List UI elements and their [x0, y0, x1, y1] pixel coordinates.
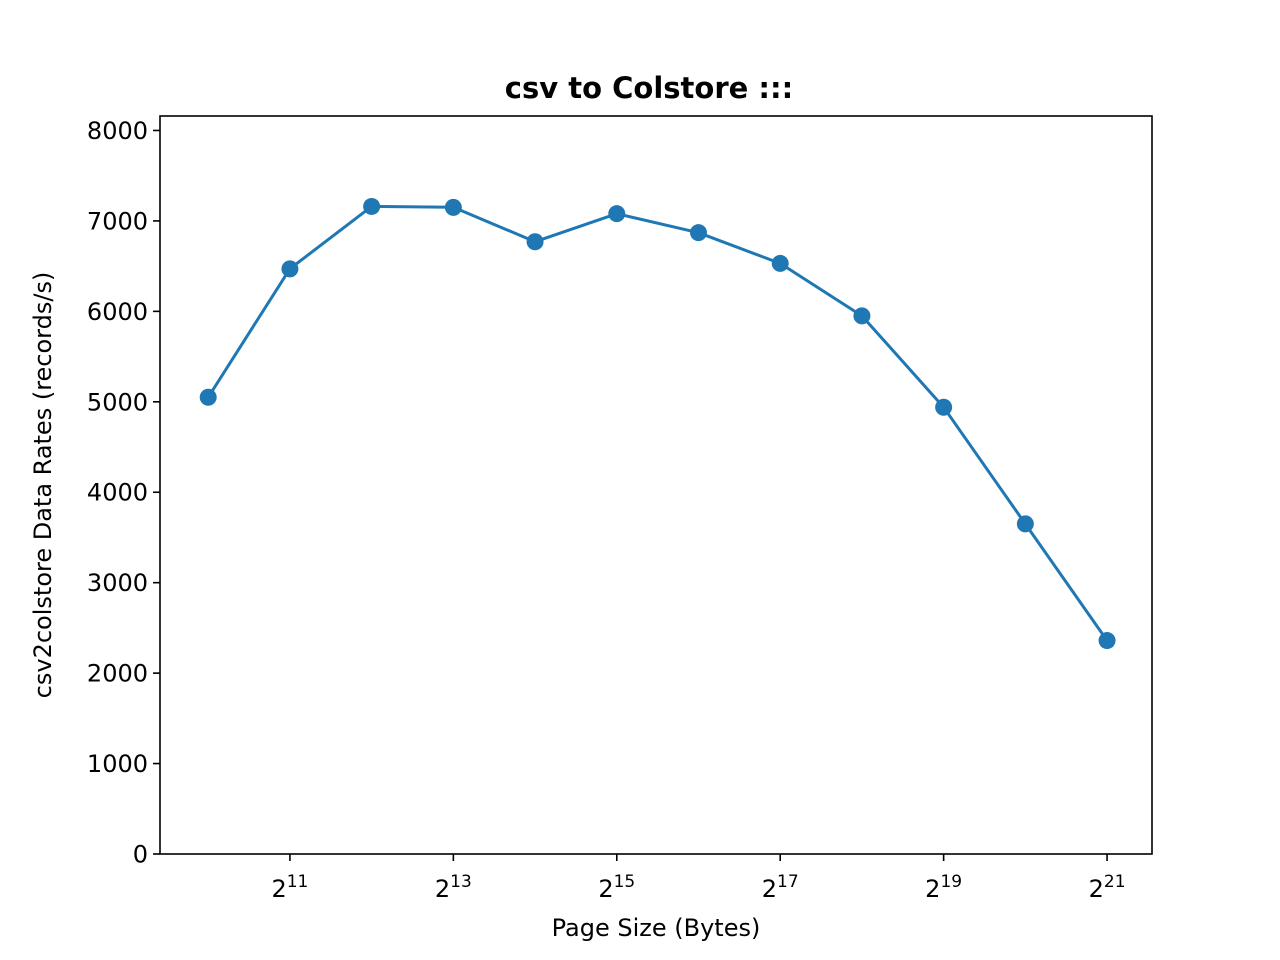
chart-title: csv to Colstore ::: — [505, 71, 793, 105]
y-tick-label: 4000 — [87, 479, 148, 507]
data-point — [526, 233, 544, 251]
data-point — [1098, 632, 1116, 650]
series-line — [206, 204, 1109, 643]
y-tick-label: 8000 — [87, 117, 148, 145]
y-tick-label: 7000 — [87, 207, 148, 235]
y-tick-label: 3000 — [87, 569, 148, 597]
y-tick-label: 0 — [133, 841, 148, 869]
x-tick-label: 219 — [925, 872, 962, 903]
x-tick-label: 217 — [762, 872, 799, 903]
x-tick-label: 215 — [598, 872, 635, 903]
y-axis-label: csv2colstore Data Rates (records/s) — [29, 272, 57, 699]
data-point — [1016, 515, 1034, 533]
y-tick-label: 5000 — [87, 388, 148, 416]
y-tick-label: 2000 — [87, 660, 148, 688]
y-tick-label: 1000 — [87, 750, 148, 778]
x-axis-label: Page Size (Bytes) — [552, 914, 761, 942]
data-point — [935, 398, 953, 416]
data-point — [363, 197, 381, 215]
data-point — [608, 205, 626, 223]
x-tick-label: 221 — [1089, 872, 1126, 903]
data-point — [689, 224, 707, 242]
data-point — [281, 260, 299, 278]
plot-frame — [159, 115, 1153, 855]
data-point — [853, 307, 871, 325]
data-point — [771, 254, 789, 272]
x-tick-label: 213 — [435, 872, 472, 903]
data-point — [444, 198, 462, 216]
x-tick-label: 211 — [271, 872, 308, 903]
y-tick-label: 6000 — [87, 298, 148, 326]
data-point — [199, 388, 217, 406]
plot-area: 0 1000 2000 3000 4000 5000 6000 7000 8000 211 213 2… — [87, 115, 1153, 903]
